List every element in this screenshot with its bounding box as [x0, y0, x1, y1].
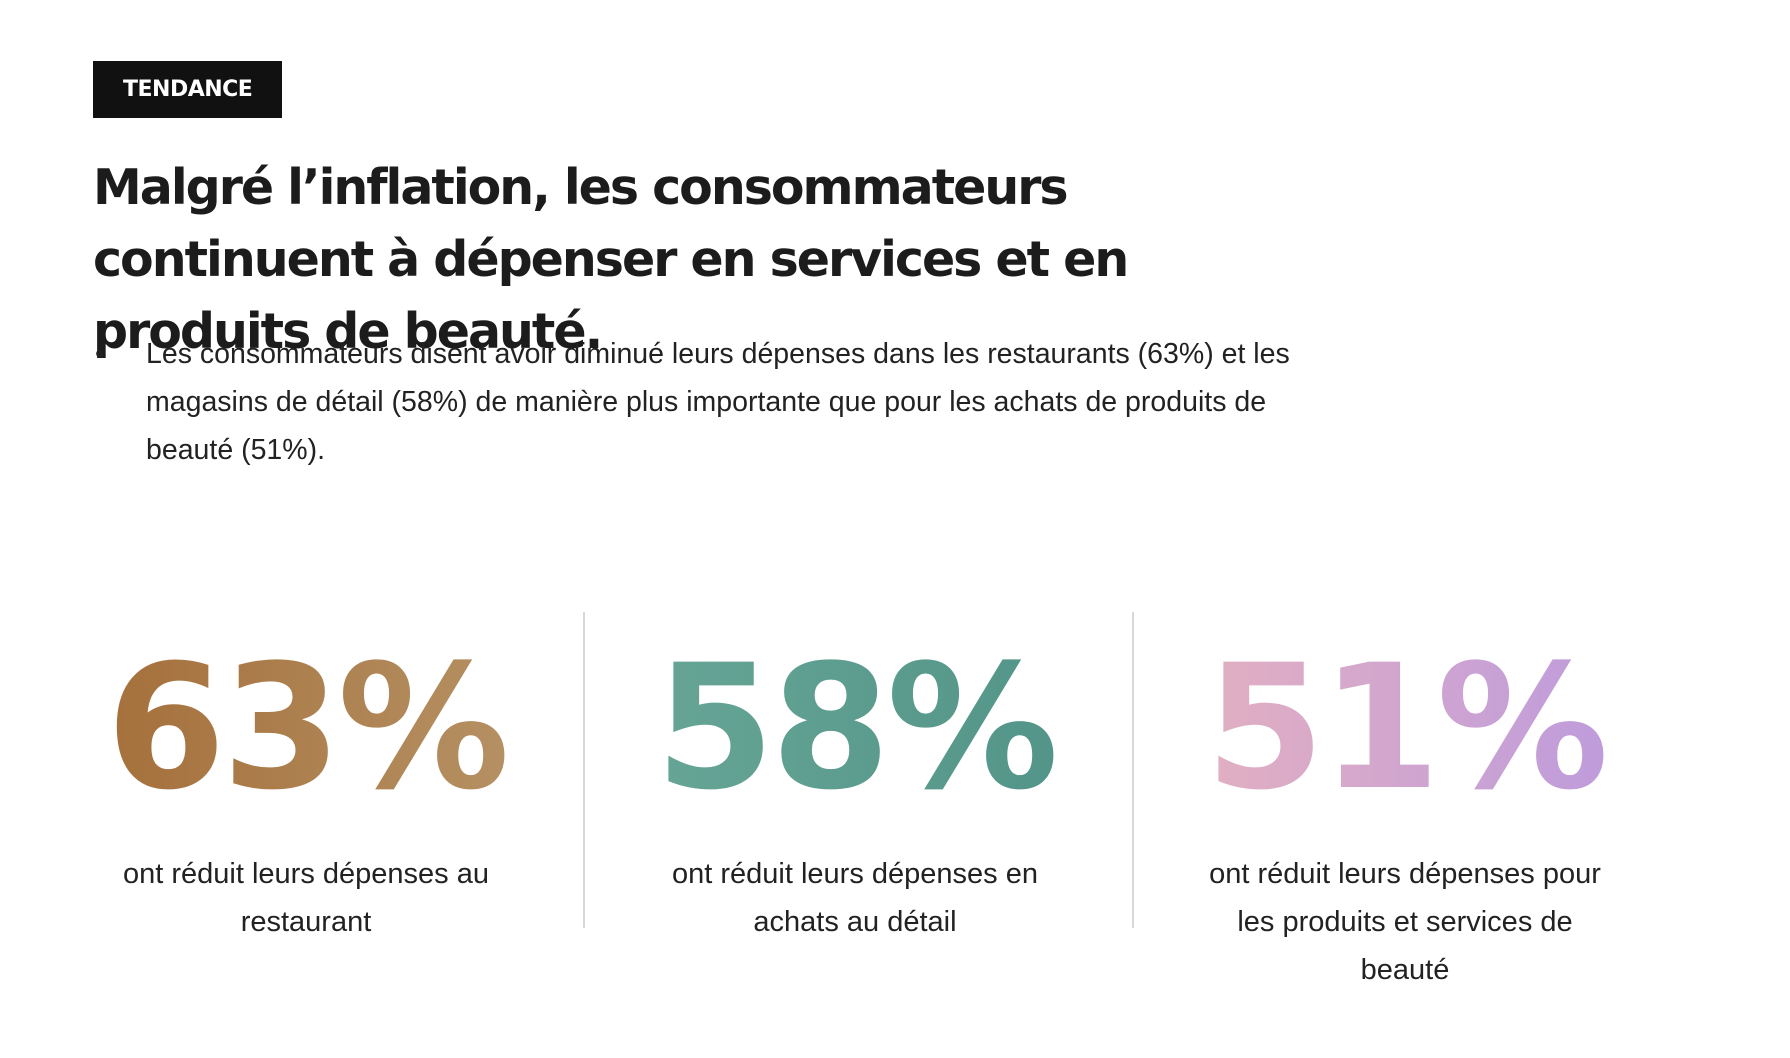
stat-beauty: 51% ont réduit leurs dépenses pour les p…	[1130, 612, 1680, 994]
stat-divider	[583, 612, 585, 928]
bullet-text: Les consommateurs disent avoir diminué l…	[146, 338, 1290, 466]
trend-tag: TENDANCE	[93, 61, 283, 118]
stat-retail: 58% ont réduit leurs dépenses en achats …	[580, 612, 1130, 946]
stat-restaurant: 63% ont réduit leurs dépenses au restaur…	[31, 612, 581, 946]
stat-caption-restaurant: ont réduit leurs dépenses au restaurant	[123, 858, 489, 938]
page-title: Malgré l’inflation, les consommateurs co…	[93, 159, 1129, 360]
stat-value-beauty: 51%	[1130, 642, 1680, 814]
stat-caption-retail: ont réduit leurs dépenses en achats au d…	[672, 858, 1038, 938]
stat-value-restaurant: 63%	[31, 642, 581, 814]
bullet-dot-icon: •	[95, 338, 105, 370]
bullet-item: • Les consommateurs disent avoir diminué…	[93, 330, 1293, 474]
bullet-list: • Les consommateurs disent avoir diminué…	[93, 330, 1293, 474]
stat-divider	[1132, 612, 1134, 928]
stats-row: 63% ont réduit leurs dépenses au restaur…	[0, 612, 1790, 986]
stat-value-retail: 58%	[580, 642, 1130, 814]
stat-caption-beauty: ont réduit leurs dépenses pour les produ…	[1209, 858, 1601, 986]
